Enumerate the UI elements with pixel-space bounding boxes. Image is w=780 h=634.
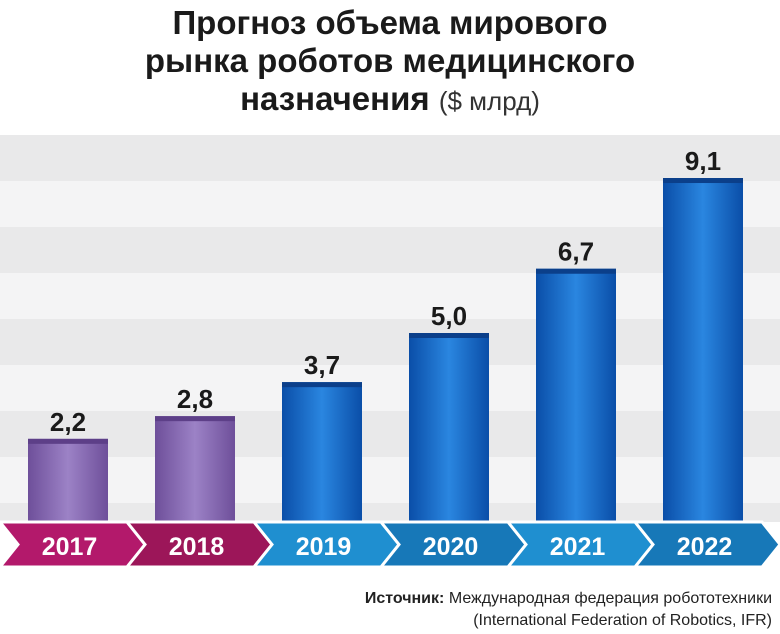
- source-label: Источник:: [364, 590, 445, 607]
- bar-cap-2018: [155, 416, 235, 422]
- grid-band: [0, 181, 780, 227]
- source-note: Источник: Международная федерация робото…: [365, 588, 772, 632]
- source-line-2: (International Federation of Robotics, I…: [473, 612, 772, 629]
- bar-cap-2021: [536, 268, 616, 274]
- source-text: Международная федерация робототехники: [448, 590, 772, 607]
- grid-band: [0, 319, 780, 365]
- bar-cap-2020: [409, 333, 489, 338]
- axis-segment-2022: [631, 520, 780, 569]
- bar-2022: [663, 178, 743, 522]
- grid-band: [0, 135, 780, 181]
- category-label-2021: 2021: [550, 533, 606, 561]
- bar-2018: [155, 416, 235, 522]
- category-label-2018: 2018: [169, 533, 225, 561]
- category-axis: 2017 2018 2019 2020 2021 2022: [0, 520, 780, 569]
- bar-cap-2017: [28, 438, 108, 444]
- bar-2021: [536, 268, 616, 522]
- title-line-1: Прогноз объема мирового: [172, 4, 608, 41]
- title-line-3-text: назначения: [240, 80, 430, 117]
- bar-cap-2019: [282, 382, 362, 388]
- grid-band: [0, 365, 780, 411]
- value-label-2018: 2,8: [177, 384, 213, 414]
- title-line-3: назначения ($ млрд): [0, 80, 780, 120]
- source-line-1: Источник: Международная федерация робото…: [365, 588, 772, 610]
- grid-band: [0, 411, 780, 457]
- value-label-2019: 3,7: [304, 350, 340, 380]
- value-label-2021: 6,7: [558, 237, 594, 267]
- bar-cap-2022: [663, 178, 743, 184]
- value-label-2020: 5,0: [431, 301, 467, 331]
- category-label-2022: 2022: [677, 533, 733, 561]
- category-label-2017: 2017: [42, 533, 98, 561]
- bar-2017: [28, 438, 108, 522]
- bars-group: [28, 178, 743, 522]
- bar-2019: [282, 382, 362, 522]
- grid-band: [0, 457, 780, 503]
- chart-title: Прогноз объема мирового рынка роботов ме…: [0, 4, 780, 120]
- value-label-2017: 2,2: [50, 407, 86, 437]
- grid-band: [0, 227, 780, 273]
- bar-2020: [409, 333, 489, 522]
- title-unit: ($ млрд): [438, 86, 540, 116]
- category-label-2019: 2019: [296, 533, 352, 561]
- bar-chart: 2,22,83,75,06,79,1 2017 2018 2019 2020 2021 2…: [0, 135, 780, 569]
- value-labels-group: 2,2 2,8 3,7 5,0 6,7 9,1: [50, 146, 721, 437]
- title-line-2: рынка роботов медицинского: [144, 42, 636, 79]
- value-label-2022: 9,1: [685, 146, 721, 176]
- grid-band: [0, 273, 780, 319]
- category-label-2020: 2020: [423, 533, 479, 561]
